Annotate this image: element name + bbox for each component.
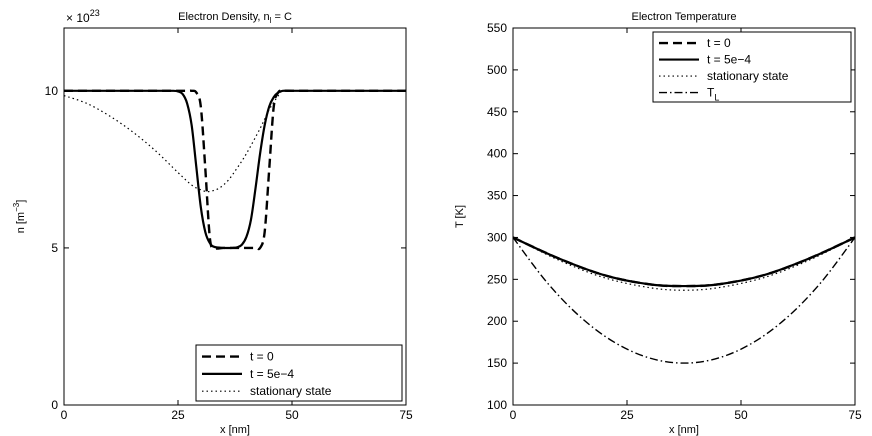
legend-entry-subscript: L xyxy=(714,93,719,103)
chart-panel-2: 0 25 50 75 100 150 200 250 300 350 400 450 500 550 Ele… xyxy=(454,11,862,436)
chart-panel-1: 0 25 50 75 0 5 10 Electron Density, nl = C × 102… xyxy=(12,8,413,436)
legend-entry-text: t = 0 xyxy=(707,36,731,50)
y-tick-label: 0 xyxy=(51,398,58,412)
x-tick-label: 75 xyxy=(848,408,862,422)
exponent-power: 23 xyxy=(90,8,100,18)
x-tick-label: 75 xyxy=(399,408,413,422)
x-tick-label: 50 xyxy=(285,408,299,422)
series-line-solid xyxy=(512,236,856,288)
y-tick-label: 550 xyxy=(487,21,507,35)
chart-title: Electron Temperature xyxy=(632,11,737,23)
y-axis-label-close: ] xyxy=(15,200,27,203)
chart-title: Electron Density, nl = C xyxy=(178,11,292,25)
y-tick-label: 450 xyxy=(487,105,507,119)
legend-entry-label: t = 0 xyxy=(707,36,731,50)
y-axis-label-text: n [m xyxy=(15,212,27,233)
legend-entry-label: TL xyxy=(707,86,719,103)
x-tick-label: 25 xyxy=(620,408,634,422)
y-tick-label: 200 xyxy=(487,314,507,328)
series-line-dashed xyxy=(64,89,406,251)
y-tick-label: 150 xyxy=(487,356,507,370)
legend-entry-text: t = 5e−4 xyxy=(250,367,294,381)
chart-title-subscript: l xyxy=(270,16,272,25)
legend-entry-text: stationary state xyxy=(707,69,789,83)
legend: t = 0 t = 5e−4 stationary state TL xyxy=(652,31,852,103)
x-axis-label: x [nm] xyxy=(669,424,699,436)
chart-title-suffix: = C xyxy=(271,11,292,23)
legend-box xyxy=(652,31,852,103)
y-exponent-label: × 1023 xyxy=(66,8,100,25)
y-tick-label: 100 xyxy=(487,398,507,412)
y-tick-label: 5 xyxy=(51,241,58,255)
series-line-dashdot xyxy=(512,237,856,364)
y-tick-label: 500 xyxy=(487,63,507,77)
y-tick-label: 300 xyxy=(487,230,507,244)
y-axis-label-sup: −3 xyxy=(12,202,21,212)
legend-entry-label: t = 0 xyxy=(250,350,274,364)
legend-entry-label: stationary state xyxy=(250,384,332,398)
exponent-base: × 10 xyxy=(66,11,90,25)
x-tick-label: 50 xyxy=(734,408,748,422)
y-tick-label: 400 xyxy=(487,147,507,161)
legend-entry-text: t = 0 xyxy=(250,350,274,364)
series-line-dotted xyxy=(512,236,856,291)
legend: t = 0 t = 5e−4 stationary state xyxy=(195,344,403,402)
y-axis-label: T [K] xyxy=(454,205,466,228)
chart-title-text: Electron Temperature xyxy=(632,11,737,23)
x-tick-label: 0 xyxy=(61,408,68,422)
chart-title-text: Electron Density, n xyxy=(178,11,270,23)
legend-entry-label: stationary state xyxy=(707,69,789,83)
y-tick-label: 10 xyxy=(45,84,59,98)
x-tick-label: 0 xyxy=(510,408,517,422)
x-tick-label: 25 xyxy=(171,408,185,422)
y-tick-label: 350 xyxy=(487,189,507,203)
y-axis-label-text: T [K] xyxy=(454,205,466,228)
legend-entry-text: t = 5e−4 xyxy=(707,53,751,67)
y-axis-label: n [m−3] xyxy=(12,200,27,234)
legend-entry-label: t = 5e−4 xyxy=(707,53,751,67)
legend-entry-text: T xyxy=(707,86,715,100)
series-line-dotted xyxy=(63,89,406,193)
series-line-solid xyxy=(64,89,406,250)
legend-entry-label: t = 5e−4 xyxy=(250,367,294,381)
x-axis-label: x [nm] xyxy=(220,424,250,436)
y-tick-label: 250 xyxy=(487,272,507,286)
legend-entry-text: stationary state xyxy=(250,384,332,398)
